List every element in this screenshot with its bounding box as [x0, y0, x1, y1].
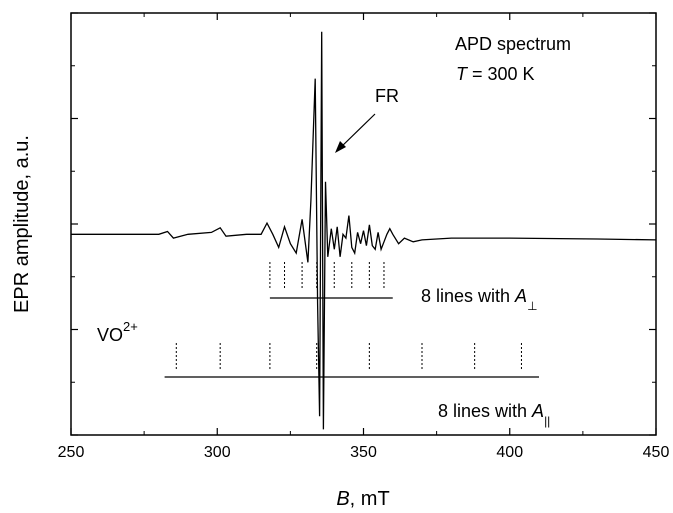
- perp-symbol: A: [514, 286, 527, 306]
- x-axis-symbol: B: [336, 488, 349, 510]
- plot-frame: [70, 12, 657, 436]
- par-subscript: ||: [544, 414, 550, 428]
- spectrum-label: APD spectrum: [455, 34, 571, 54]
- x-tick-label: 250: [58, 444, 85, 461]
- spectrum-line: [71, 31, 657, 430]
- temperature-label: T = 300 K: [456, 64, 535, 84]
- fr-arrow-line: [337, 113, 376, 151]
- perp-subscript: ⊥: [527, 299, 537, 313]
- fr-arrow-head: [335, 141, 346, 153]
- par-text: 8 lines with: [438, 401, 532, 421]
- y-axis-title: EPR amplitude, a.u.: [11, 135, 33, 313]
- vo-superscript: 2+: [123, 319, 138, 334]
- vo-main: VO: [97, 325, 123, 345]
- x-tick-label: 300: [204, 444, 231, 461]
- temperature-symbol: T: [456, 64, 469, 84]
- stick-diagrams: [164, 262, 539, 378]
- perp-lines-label: 8 lines with A⊥: [421, 286, 538, 313]
- temperature-value: = 300 K: [467, 64, 535, 84]
- axis-ticks: 250 300 350 400 450: [58, 12, 670, 461]
- x-axis-title: B, mT: [336, 488, 389, 510]
- vo-label: VO2+: [97, 319, 138, 345]
- fr-label: FR: [375, 86, 399, 106]
- par-lines-label: 8 lines with A||: [438, 401, 550, 428]
- x-tick-label: 400: [496, 444, 523, 461]
- x-tick-label: 350: [350, 444, 377, 461]
- perp-text: 8 lines with: [421, 286, 515, 306]
- x-tick-label: 450: [643, 444, 670, 461]
- x-axis-unit: , mT: [350, 488, 390, 510]
- par-symbol: A: [531, 401, 544, 421]
